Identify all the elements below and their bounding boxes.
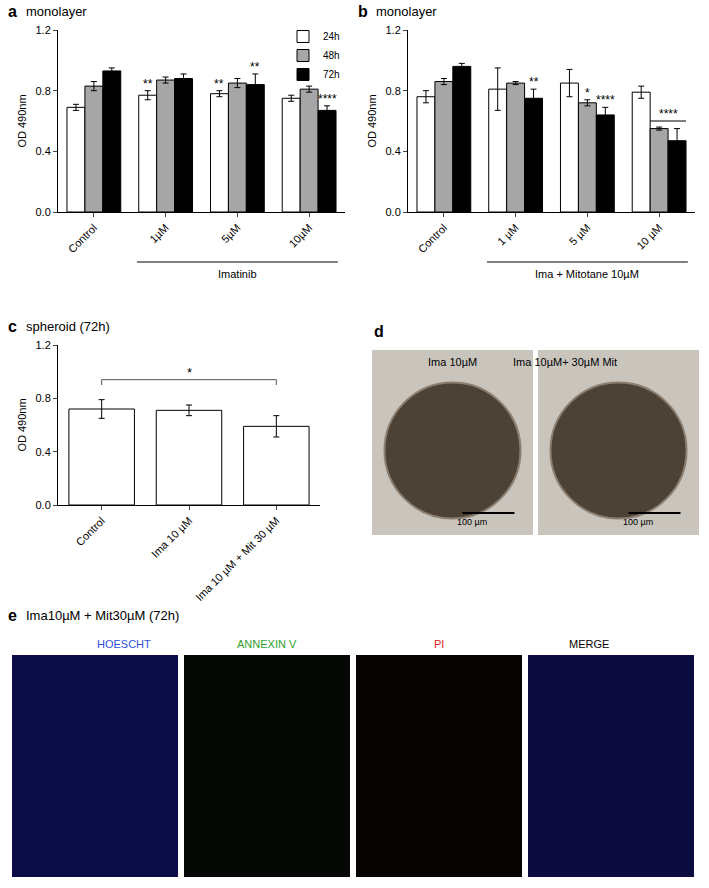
svg-text:****: ****: [596, 93, 615, 107]
svg-text:Imatinib: Imatinib: [218, 268, 257, 280]
svg-text:0.4: 0.4: [36, 145, 51, 157]
svg-text:Ima10µM + Mit30µM (72h): Ima10µM + Mit30µM (72h): [26, 608, 179, 623]
svg-text:Ima 10µM+ 30µM Mit: Ima 10µM+ 30µM Mit: [513, 356, 617, 368]
svg-text:5µM: 5µM: [219, 222, 243, 246]
svg-text:**: **: [250, 60, 260, 74]
svg-text:1µM: 1µM: [147, 222, 171, 246]
svg-text:monolayer: monolayer: [376, 4, 437, 19]
svg-text:**: **: [143, 77, 153, 91]
svg-text:Ima 10µM: Ima 10µM: [428, 356, 477, 368]
svg-text:ANNEXIN V: ANNEXIN V: [237, 638, 297, 650]
svg-text:10µM: 10µM: [286, 222, 314, 250]
svg-text:OD 490nm: OD 490nm: [366, 94, 378, 147]
svg-text:100 µm: 100 µm: [623, 517, 653, 527]
svg-text:24h: 24h: [323, 31, 340, 42]
svg-text:**: **: [214, 77, 224, 91]
svg-text:1 µM: 1 µM: [495, 222, 521, 248]
svg-text:Control: Control: [416, 222, 450, 256]
svg-text:****: ****: [318, 92, 337, 106]
svg-text:1.2: 1.2: [36, 339, 51, 351]
svg-text:e: e: [8, 607, 17, 624]
svg-text:0.4: 0.4: [36, 446, 51, 458]
svg-text:MERGE: MERGE: [569, 638, 609, 650]
svg-text:100 µm: 100 µm: [457, 517, 487, 527]
svg-text:0.0: 0.0: [386, 206, 401, 218]
svg-text:0.0: 0.0: [36, 499, 51, 511]
svg-text:Control: Control: [66, 222, 100, 256]
svg-text:0.4: 0.4: [386, 145, 401, 157]
svg-text:0.8: 0.8: [386, 85, 401, 97]
svg-text:1.2: 1.2: [36, 24, 51, 36]
svg-text:*: *: [187, 365, 192, 380]
svg-text:c: c: [8, 318, 17, 335]
svg-text:48h: 48h: [323, 50, 340, 61]
svg-text:b: b: [358, 3, 368, 20]
svg-text:OD 490nm: OD 490nm: [16, 398, 28, 451]
svg-text:OD 490nm: OD 490nm: [16, 94, 28, 147]
svg-text:**: **: [529, 75, 539, 89]
svg-text:10 µM: 10 µM: [634, 222, 664, 252]
svg-text:*: *: [585, 86, 590, 100]
svg-text:****: ****: [659, 107, 678, 121]
svg-text:0.8: 0.8: [36, 85, 51, 97]
svg-text:Control: Control: [73, 515, 107, 549]
svg-text:Ima 10 µM: Ima 10 µM: [149, 515, 194, 560]
svg-text:d: d: [374, 323, 384, 340]
svg-text:1.2: 1.2: [386, 24, 401, 36]
svg-text:a: a: [8, 3, 17, 20]
svg-text:HOESCHT: HOESCHT: [97, 638, 151, 650]
svg-text:monolayer: monolayer: [26, 4, 87, 19]
svg-text:PI: PI: [434, 638, 444, 650]
svg-text:72h: 72h: [323, 69, 340, 80]
svg-text:5 µM: 5 µM: [567, 222, 593, 248]
svg-text:spheroid (72h): spheroid (72h): [26, 319, 110, 334]
svg-text:0.0: 0.0: [36, 206, 51, 218]
svg-text:0.8: 0.8: [36, 392, 51, 404]
svg-text:Ima + Mitotane 10µM: Ima + Mitotane 10µM: [535, 268, 639, 280]
svg-text:Ima 10 µM + Mit 30 µM: Ima 10 µM + Mit 30 µM: [193, 515, 282, 604]
